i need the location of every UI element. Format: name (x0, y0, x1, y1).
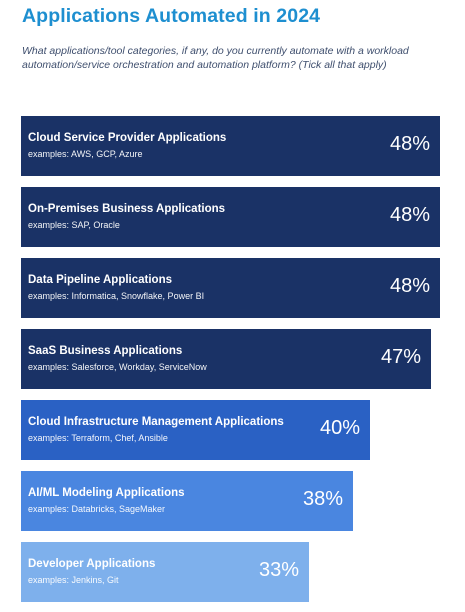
bar-value-label: 40% (319, 417, 360, 439)
bar-label: AI/ML Modeling Applications (28, 487, 185, 499)
bar-value-label: 48% (389, 133, 430, 155)
bar-value-label: 33% (258, 559, 299, 581)
bar-examples: examples: AWS, GCP, Azure (28, 149, 143, 159)
bar-label: Data Pipeline Applications (28, 274, 172, 286)
bar-label: Cloud Infrastructure Management Applicat… (28, 416, 284, 428)
bar: On-Premises Business Applications example… (21, 187, 440, 247)
bar-value-label: 38% (302, 488, 343, 510)
bar-label: On-Premises Business Applications (28, 203, 226, 215)
bar-label: SaaS Business Applications (28, 345, 183, 357)
bar: Cloud Infrastructure Management Applicat… (21, 400, 370, 460)
bar: AI/ML Modeling Applications examples: Dat… (21, 471, 353, 531)
bar-examples: examples: Salesforce, Workday, ServiceNo… (28, 362, 207, 372)
bar-examples: examples: Informatica, Snowflake, Power … (28, 291, 205, 301)
bar-examples: examples: Databricks, SageMaker (28, 504, 166, 514)
bar-label: Cloud Service Provider Applications (28, 132, 227, 144)
bar-value-label: 48% (389, 275, 430, 297)
bar: Data Pipeline Applications examples: Info… (21, 258, 440, 318)
bar-value-label: 47% (380, 346, 421, 368)
chart-title: Applications Automated in 2024 (22, 5, 321, 27)
bar: SaaS Business Applications examples: Sale… (21, 329, 431, 389)
bar: Cloud Service Provider Applications examp… (21, 116, 440, 176)
bar-examples: examples: Terraform, Chef, Ansible (28, 433, 168, 443)
bar-value-label: 48% (389, 204, 430, 226)
chart-subtitle: What applications/tool categories, if an… (22, 45, 409, 71)
bar: Developer Applications examples: Jenkins,… (21, 542, 309, 602)
bar-label: Developer Applications (28, 558, 156, 570)
bar-examples: examples: SAP, Oracle (28, 220, 120, 230)
bar-examples: examples: Jenkins, Git (28, 575, 119, 585)
